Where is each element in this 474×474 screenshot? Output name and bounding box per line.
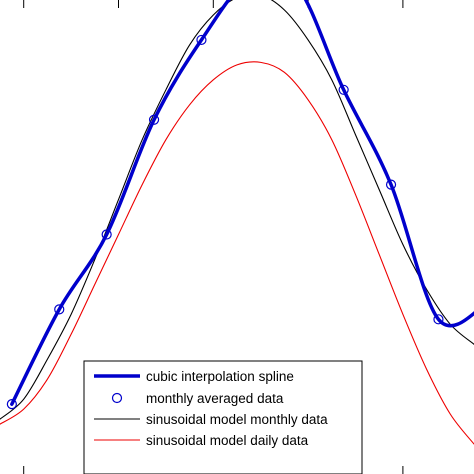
series-cubic-interpolation-spline — [10, 0, 474, 406]
legend: cubic interpolation spline monthly avera… — [83, 360, 363, 474]
data-point-2 — [101, 229, 112, 240]
legend-label-sinusoidal-monthly: sinusoidal model monthly data — [146, 412, 328, 427]
data-point-3 — [148, 114, 160, 125]
legend-box — [83, 360, 363, 474]
data-point-8 — [385, 179, 397, 190]
data-point-9 — [433, 314, 444, 325]
legend-label-spline: cubic interpolation spline — [146, 369, 294, 384]
data-point-0 — [6, 399, 17, 410]
legend-symbol-monthly-data — [111, 392, 123, 404]
series-sinusoidal-model-monthly-data — [0, 0, 474, 420]
legend-label-sinusoidal-daily: sinusoidal model daily data — [146, 433, 309, 448]
plot-area — [0, 0, 474, 445]
series-sinusoidal-model-daily-data — [0, 61, 474, 445]
data-point-7 — [338, 84, 349, 95]
series-monthly-averaged-data — [6, 34, 444, 410]
legend-label-monthly-data: monthly averaged data — [146, 391, 284, 406]
data-point-1 — [54, 304, 65, 315]
data-point-4 — [196, 34, 207, 46]
